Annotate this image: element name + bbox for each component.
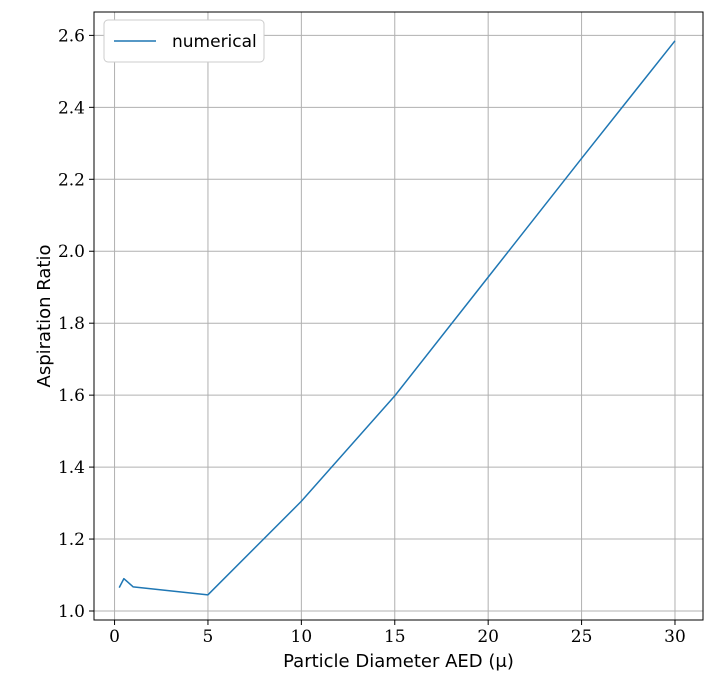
x-tick-label: 10 (291, 627, 313, 647)
grid (94, 12, 703, 620)
x-tick-label: 25 (571, 627, 593, 647)
y-tick-label: 1.4 (58, 458, 85, 478)
y-tick-label: 2.2 (58, 170, 85, 190)
x-tick-label: 0 (109, 627, 120, 647)
legend-box (103, 19, 265, 63)
series-line-numerical (118, 40, 676, 596)
x-tick-label: 15 (384, 627, 406, 647)
legend: numerical (103, 19, 265, 63)
y-tick-label: 2.6 (58, 26, 85, 46)
series-layer (118, 40, 676, 596)
y-tick-label: 1.8 (58, 314, 85, 334)
y-tick-label: 2.0 (58, 242, 85, 262)
axis-ticks: 0 5 10 15 20 25 30 1.0 1.2 1.4 1.6 1.8 2.0 2.2 2.4 2.6 (58, 26, 686, 647)
y-tick-label: 1.0 (58, 602, 85, 622)
x-tick-label: 20 (477, 627, 499, 647)
y-axis-label: Aspiration Ratio (34, 245, 55, 388)
y-tick-label: 1.6 (58, 386, 85, 406)
plot-area-frame (93, 11, 704, 621)
x-tick-label: 30 (664, 627, 686, 647)
x-tick-label: 5 (203, 627, 214, 647)
y-tick-label: 2.4 (58, 98, 85, 118)
legend-label: numerical (172, 32, 257, 52)
x-axis-label: Particle Diameter AED (μ) (283, 651, 514, 672)
y-tick-label: 1.2 (58, 530, 85, 550)
